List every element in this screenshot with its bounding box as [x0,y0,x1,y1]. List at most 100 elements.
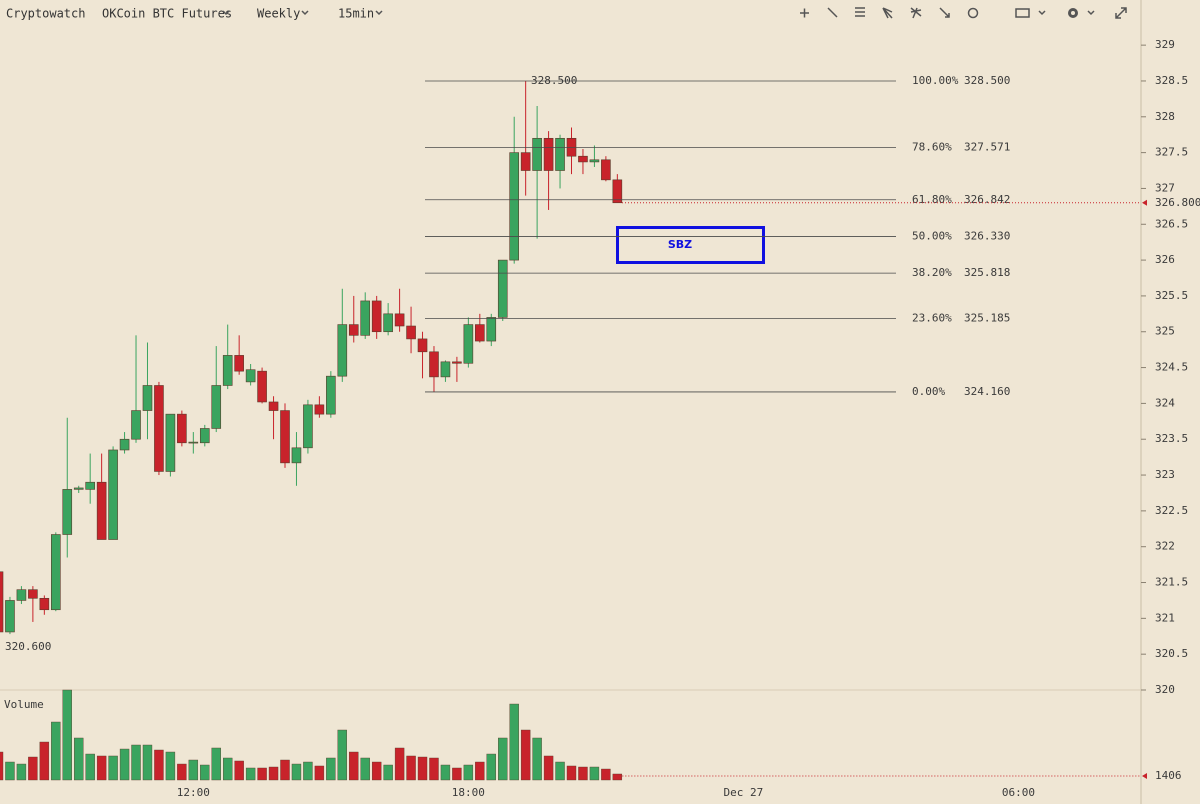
volume-bar [463,764,474,781]
fib-tool[interactable] [855,7,865,17]
volume-bar [475,761,485,781]
volume-bar [5,761,15,781]
candle-body [429,351,439,378]
fib-ratio: 23.60% [912,311,952,324]
interval-select[interactable]: 15min [338,7,374,21]
y-tick-label: 321 [1155,611,1175,624]
y-tick-label: 325.5 [1155,289,1188,302]
fib-price: 325.185 [964,311,1010,324]
candle-body [612,179,623,204]
volume-bar [211,747,221,781]
circle-tool[interactable] [967,7,979,19]
toolbar [800,7,1127,19]
candle-body [394,313,405,327]
candle-body [486,317,497,342]
last-price-label: 326.800 [1155,196,1200,209]
candle-body [303,404,313,449]
candle-body [154,385,164,472]
crosshair-tool[interactable] [800,8,809,18]
last-price-pointer [1142,199,1147,206]
line-tool[interactable] [827,7,838,18]
chevron[interactable] [301,10,309,16]
fullscreen-button[interactable] [1115,7,1127,19]
candle-body [108,449,118,540]
y-tick-label: 326.5 [1155,217,1188,230]
volume-bar [188,759,199,781]
candle-body [543,137,554,171]
y-tick-label: 320 [1155,683,1175,696]
candle-body [188,441,199,444]
candle-body [177,413,187,444]
fib-price: 328.500 [964,74,1010,87]
candle-body [360,300,371,336]
chevron[interactable] [1087,10,1095,16]
x-tick-label: 12:00 [177,786,210,799]
chevron[interactable] [375,10,383,16]
last-volume-pointer [1142,773,1147,779]
candle-body [5,600,15,633]
volume-bar [337,729,347,781]
y-tick-label: 324.5 [1155,361,1188,374]
candle-body [268,401,279,411]
volume-bar [555,761,565,781]
volume-bar [177,763,187,781]
volume-bar [578,766,588,781]
fib-price: 326.330 [964,229,1010,242]
candle-body [348,324,359,336]
volume-bar [142,744,153,781]
y-tick-label: 327.5 [1155,146,1188,159]
candle-body [245,369,256,383]
chevron[interactable] [222,10,230,16]
volume-bar [39,741,50,781]
candle-body [509,152,520,261]
volume-bar [417,756,428,781]
volume-bar [532,737,542,781]
last-volume-label: 1406 [1155,769,1182,782]
fan-tool[interactable] [882,7,893,19]
keyboard-button[interactable] [1015,8,1030,18]
y-tick-label: 321.5 [1155,576,1188,589]
sbz-label: SBZ [668,238,692,251]
x-tick-label: 06:00 [1002,786,1035,799]
volume-bar [222,757,233,781]
volume-bar [154,749,164,781]
fib-ratio: 38.20% [912,266,952,279]
candle-body [165,413,176,472]
candle-body [85,481,95,490]
volume-bar [51,721,61,781]
candle-body [257,370,267,403]
market-select[interactable]: OKCoin BTC Futures [102,7,232,21]
period-select[interactable]: Weekly [257,7,300,21]
gann-tool[interactable] [910,7,922,19]
fib-ratio: 0.00% [912,385,945,398]
volume-bar [509,703,519,781]
volume-bar [200,764,210,781]
candle-body [406,325,416,340]
volume-bar [452,767,462,781]
candle-body [383,313,393,333]
candle-body [452,361,462,364]
volume-bar [314,765,325,781]
candle-body [119,438,130,451]
volume-bar [383,764,393,781]
volume-bar [543,755,554,781]
fib-price: 325.818 [964,266,1010,279]
volume-bar [349,751,359,781]
brand[interactable]: Cryptowatch [6,7,85,21]
low-marker: 320.600 [5,640,51,653]
volume-bar [520,729,531,781]
chevron[interactable] [1038,10,1046,16]
candle-body [326,375,336,415]
volume-bar [108,755,118,781]
y-tick-label: 322 [1155,540,1175,553]
candle-body [497,259,508,318]
fib-price: 327.571 [964,141,1010,154]
volume-bar [486,753,496,781]
candle-body [440,361,451,378]
y-tick-label: 329 [1155,38,1175,51]
candle-body [475,324,485,342]
candle-body [62,489,73,535]
arrow-tool[interactable] [939,7,950,18]
candle-body [28,589,38,599]
